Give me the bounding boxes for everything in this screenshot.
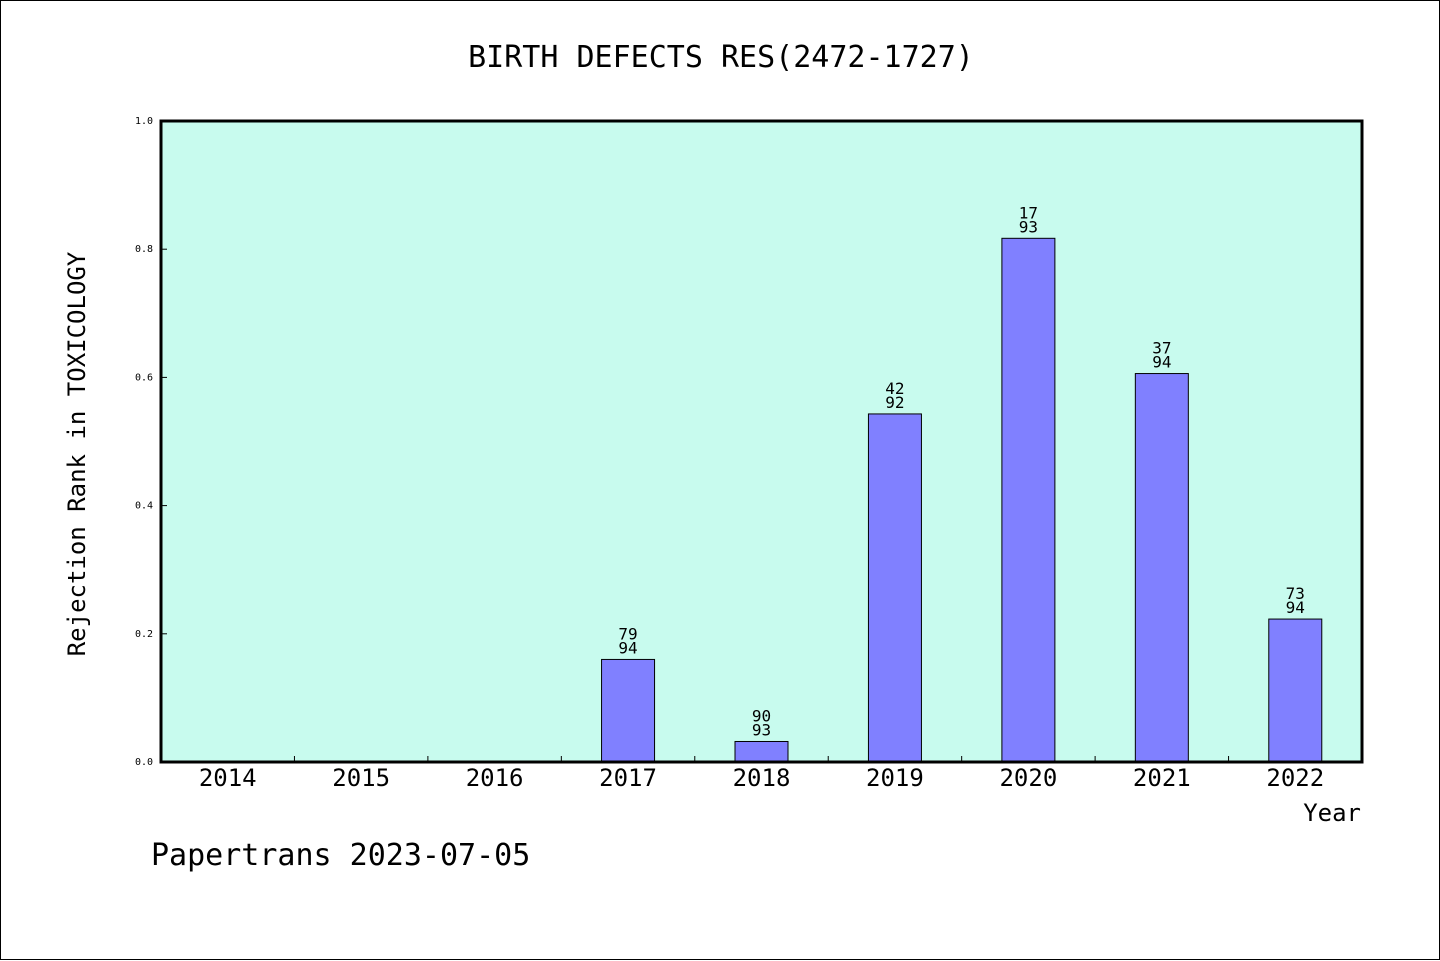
bar-label-top: 37: [1152, 339, 1171, 358]
bar: [1001, 237, 1056, 763]
x-tick-label: 2022: [1266, 764, 1324, 792]
bar: [867, 413, 922, 763]
bar: [601, 658, 656, 763]
bar-label-top: 79: [618, 624, 637, 643]
bar-label-top: 90: [752, 706, 771, 725]
y-tick-label: 0.6: [135, 372, 153, 383]
y-tick-label: 0.4: [135, 501, 153, 512]
x-tick-label: 2016: [466, 764, 524, 792]
bar-label-bottom: 94: [1286, 598, 1305, 617]
y-tick-label: 0.2: [135, 629, 153, 640]
x-tick-label: 2014: [199, 764, 257, 792]
x-tick-label: 2018: [733, 764, 791, 792]
x-tick-label: 2017: [599, 764, 657, 792]
bar-label-top: 42: [885, 379, 904, 398]
plot-border: [159, 119, 1364, 764]
y-tick-label: 0.8: [135, 244, 153, 255]
x-tick-label: 2019: [866, 764, 924, 792]
bar-label-top: 17: [1019, 203, 1038, 222]
y-axis-label: Rejection Rank in TOXICOLOGY: [63, 251, 91, 656]
chart-title: BIRTH DEFECTS RES(2472-1727): [468, 40, 974, 75]
bar: [1268, 618, 1323, 763]
bar: [734, 740, 789, 763]
bar-label-bottom: 93: [752, 720, 771, 739]
x-axis-label: Year: [1303, 799, 1361, 827]
bar-label-bottom: 94: [1152, 353, 1171, 372]
bar: [1134, 373, 1189, 763]
footer-text: Papertrans 2023-07-05: [151, 838, 530, 873]
y-tick-label: 0.0: [135, 757, 153, 768]
bar-label-bottom: 94: [618, 638, 637, 657]
bar-label-bottom: 92: [885, 393, 904, 412]
ticks-group: 2014 2015 2016 2017 2018 2019 2020 2021 2022 0.0 0…: [135, 116, 1324, 792]
x-tick-label: 2020: [999, 764, 1057, 792]
x-tick-label: 2021: [1133, 764, 1191, 792]
bar-label-bottom: 93: [1019, 217, 1038, 236]
x-tick-label: 2015: [332, 764, 390, 792]
bar-label-top: 73: [1286, 584, 1305, 603]
y-tick-label: 1.0: [135, 116, 153, 127]
